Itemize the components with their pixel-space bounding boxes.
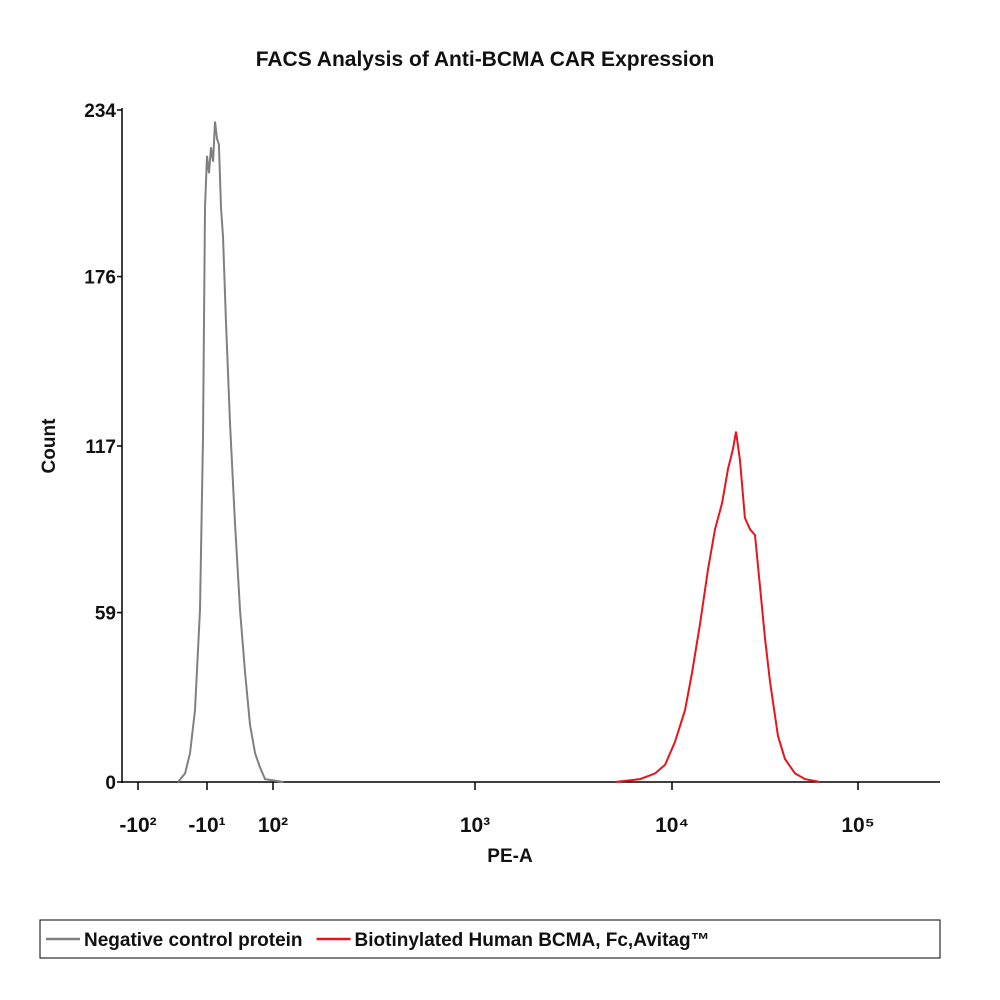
x-tick-label: 10⁴ [655, 814, 689, 837]
y-axis-label: Count [39, 418, 60, 474]
x-axis-label: PE-A [487, 846, 533, 867]
histogram-line [614, 431, 821, 783]
x-tick-label: 10² [258, 814, 288, 837]
y-tick-label: 0 [105, 773, 116, 794]
legend-label: Negative control protein [84, 930, 303, 951]
x-tick-label: 10³ [460, 814, 490, 837]
chart-title: FACS Analysis of Anti-BCMA CAR Expressio… [256, 48, 715, 71]
y-tick-label: 176 [84, 268, 116, 289]
histogram-line [177, 121, 284, 783]
legend-box [39, 919, 941, 959]
legend-label: Biotinylated Human BCMA, Fc,Avitag™ [355, 930, 710, 951]
y-tick-label: 117 [85, 437, 116, 458]
y-tick-label: 234 [84, 101, 116, 122]
x-tick-label: -10² [119, 814, 156, 837]
x-tick-label: 10⁵ [841, 814, 874, 837]
x-tick-label: -10¹ [188, 814, 225, 837]
y-tick-label: 59 [95, 604, 116, 625]
